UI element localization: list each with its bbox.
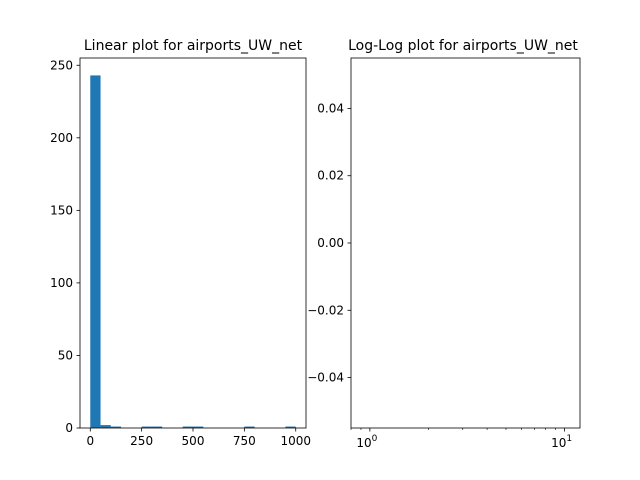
loglog-y-tick-label-3: 0.02 xyxy=(317,169,344,183)
loglog-y-tick-label-1: −0.02 xyxy=(307,303,344,317)
linear-y-tick-label-3: 150 xyxy=(50,203,73,217)
linear-plot-bars xyxy=(90,75,296,428)
linear-y-tick-label-5: 250 xyxy=(50,58,73,72)
linear-plot-y-ticks: 0 50 100 150 200 250 xyxy=(50,58,80,435)
loglog-plot-panel: Log-Log plot for airports_UW_net 100 101 … xyxy=(307,38,581,450)
loglog-plot-axes-frame xyxy=(350,57,581,429)
histogram-bar-6 xyxy=(151,426,163,428)
linear-y-tick-label-4: 200 xyxy=(50,131,73,145)
linear-x-tick-label-1: 250 xyxy=(130,434,153,448)
linear-plot-title: Linear plot for airports_UW_net xyxy=(84,38,303,54)
histogram-bar-9 xyxy=(182,426,193,428)
loglog-x-tick-label-1: 101 xyxy=(551,434,572,450)
loglog-y-tick-label-2: 0.00 xyxy=(317,236,344,250)
histogram-bar-5 xyxy=(141,426,152,428)
loglog-plot-title: Log-Log plot for airports_UW_net xyxy=(348,38,578,54)
linear-x-tick-label-2: 500 xyxy=(182,434,205,448)
linear-x-tick-label-4: 1000 xyxy=(280,434,311,448)
linear-plot-axes-frame xyxy=(79,57,307,429)
histogram-bar-19 xyxy=(285,426,296,428)
histogram-bar-15 xyxy=(244,426,255,428)
histogram-bar-10 xyxy=(193,426,204,428)
linear-x-tick-label-3: 750 xyxy=(233,434,256,448)
loglog-x-tick-label-0: 100 xyxy=(356,434,377,450)
linear-y-tick-label-1: 50 xyxy=(58,348,73,362)
linear-x-tick-label-0: 0 xyxy=(86,434,94,448)
loglog-plot-y-ticks: −0.04 −0.02 0.00 0.02 0.04 xyxy=(307,101,351,385)
linear-y-tick-label-2: 100 xyxy=(50,276,73,290)
loglog-plot-x-ticks: 100 101 xyxy=(356,428,572,450)
histogram-bar-0 xyxy=(90,75,101,428)
loglog-y-tick-label-0: −0.04 xyxy=(307,371,344,385)
loglog-y-tick-label-4: 0.04 xyxy=(317,101,344,115)
histogram-bar-2 xyxy=(110,426,122,428)
linear-y-tick-label-0: 0 xyxy=(65,421,73,435)
histogram-bar-1 xyxy=(100,425,111,428)
linear-plot-x-ticks: 0 250 500 750 1000 xyxy=(86,428,311,448)
linear-plot-panel: Linear plot for airports_UW_net 0 250 500 7… xyxy=(50,38,311,448)
